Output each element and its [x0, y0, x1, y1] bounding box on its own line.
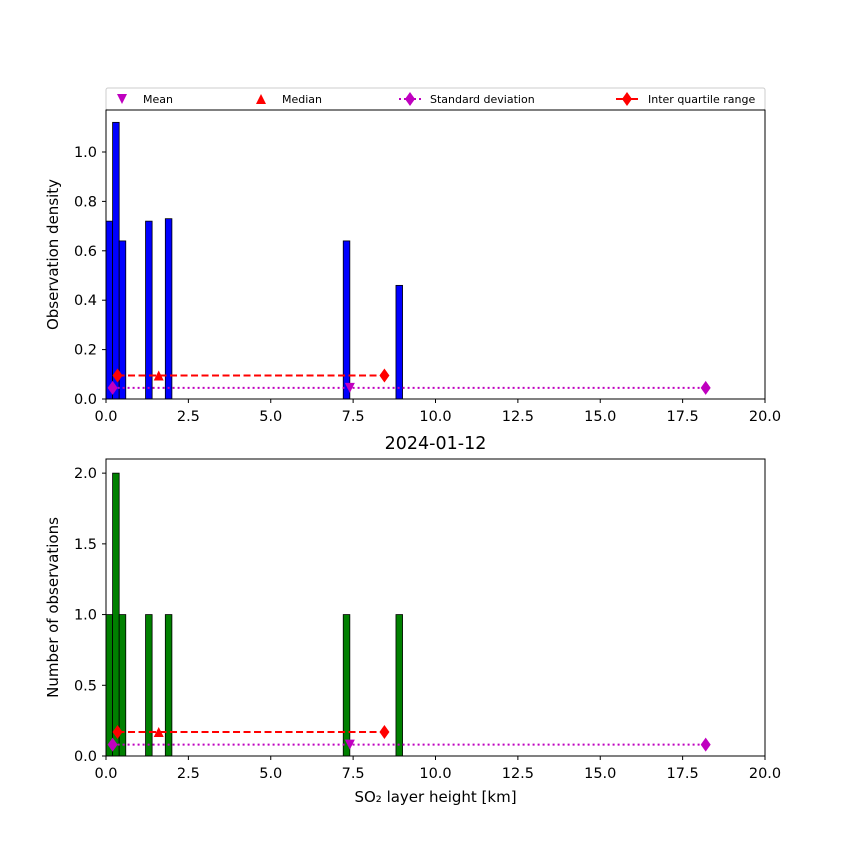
legend-mean-label: Mean [143, 93, 173, 106]
legend-item-median: Median [256, 93, 322, 106]
density-y-tick-label: 0.6 [74, 244, 97, 260]
chart-title: 2024-01-12 [385, 434, 487, 454]
count-x-tick-label: 20.0 [749, 766, 781, 782]
count-mean-marker [344, 739, 355, 750]
density-bar [164, 218, 173, 400]
count-iqr-marker [379, 724, 390, 739]
density-y-tick-label: 0.8 [74, 194, 97, 210]
density-bar [395, 284, 403, 400]
count-x-tick-label: 10.0 [419, 766, 451, 782]
count-bar [164, 614, 173, 757]
count-y-tick-label: 0.0 [74, 749, 97, 765]
density-y-tick-label: 0.2 [74, 343, 97, 359]
count-x-tick-label: 2.5 [177, 766, 200, 782]
count-panel: 2024-01-12 0.0 2.5 5.0 7.5 10.0 12.5 15.0 17.5 2… [44, 434, 781, 806]
count-x-tick-label: 12.5 [502, 766, 534, 782]
density-y-tick-label: 0.4 [74, 293, 97, 309]
density-bar [105, 220, 113, 400]
density-iqr-marker [379, 368, 390, 383]
density-x-tick-label: 15.0 [584, 409, 616, 425]
density-y-tick-label: 1.0 [74, 145, 97, 161]
count-std-marker [107, 737, 118, 752]
density-x-tick-label: 20.0 [749, 409, 781, 425]
count-bar [395, 614, 403, 757]
count-median-marker [153, 726, 164, 737]
legend-iqr-label: Inter quartile range [648, 93, 755, 106]
legend-std-label: Standard deviation [430, 93, 535, 106]
density-std-marker [700, 380, 711, 395]
count-y-tick-label: 1.5 [74, 537, 97, 553]
density-panel: 0.0 2.5 5.0 7.5 10.0 12.5 15.0 17.5 20.0 0.0 0.2 0… [44, 109, 781, 425]
density-y-axis-label: Observation density [44, 179, 62, 330]
count-y-tick-label: 1.0 [74, 608, 97, 624]
legend-item-std: Standard deviation [399, 92, 535, 106]
density-x-tick-label: 17.5 [666, 409, 698, 425]
count-std-marker [700, 737, 711, 752]
density-iqr-marker [112, 368, 123, 383]
count-y-tick-label: 2.0 [74, 466, 97, 482]
density-bar [112, 121, 120, 400]
count-x-tick-label: 17.5 [666, 766, 698, 782]
count-bar [112, 472, 120, 757]
density-x-tick-label: 0.0 [94, 409, 117, 425]
std-marker-icon [405, 92, 415, 106]
iqr-marker-icon [622, 92, 632, 106]
mean-marker-icon [117, 94, 127, 104]
count-bar [145, 614, 153, 757]
count-y-tick-label: 0.5 [74, 678, 97, 694]
x-axis-label: SO₂ layer height [km] [354, 788, 516, 806]
legend-item-iqr: Inter quartile range [616, 92, 755, 106]
density-x-tick-label: 2.5 [177, 409, 200, 425]
count-bar [342, 614, 351, 757]
density-bar [145, 220, 153, 400]
count-x-tick-label: 15.0 [584, 766, 616, 782]
count-x-tick-label: 5.0 [259, 766, 282, 782]
density-y-tick-label: 0.0 [74, 392, 97, 408]
count-y-axis-label: Number of observations [44, 517, 62, 698]
density-x-tick-label: 12.5 [502, 409, 534, 425]
median-marker-icon [256, 94, 266, 104]
density-mean-marker [344, 382, 355, 393]
density-median-marker [153, 370, 164, 381]
density-x-tick-label: 10.0 [419, 409, 451, 425]
count-x-tick-label: 0.0 [94, 766, 117, 782]
legend-item-mean: Mean [117, 93, 173, 106]
density-std-marker [107, 380, 118, 395]
density-x-tick-label: 5.0 [259, 409, 282, 425]
legend: Mean Median Standard deviation Inter qua… [105, 87, 766, 111]
legend-median-label: Median [282, 93, 322, 106]
count-bar [105, 614, 113, 757]
count-iqr-marker [112, 724, 123, 739]
count-x-tick-label: 7.5 [342, 766, 365, 782]
density-x-tick-label: 7.5 [342, 409, 365, 425]
